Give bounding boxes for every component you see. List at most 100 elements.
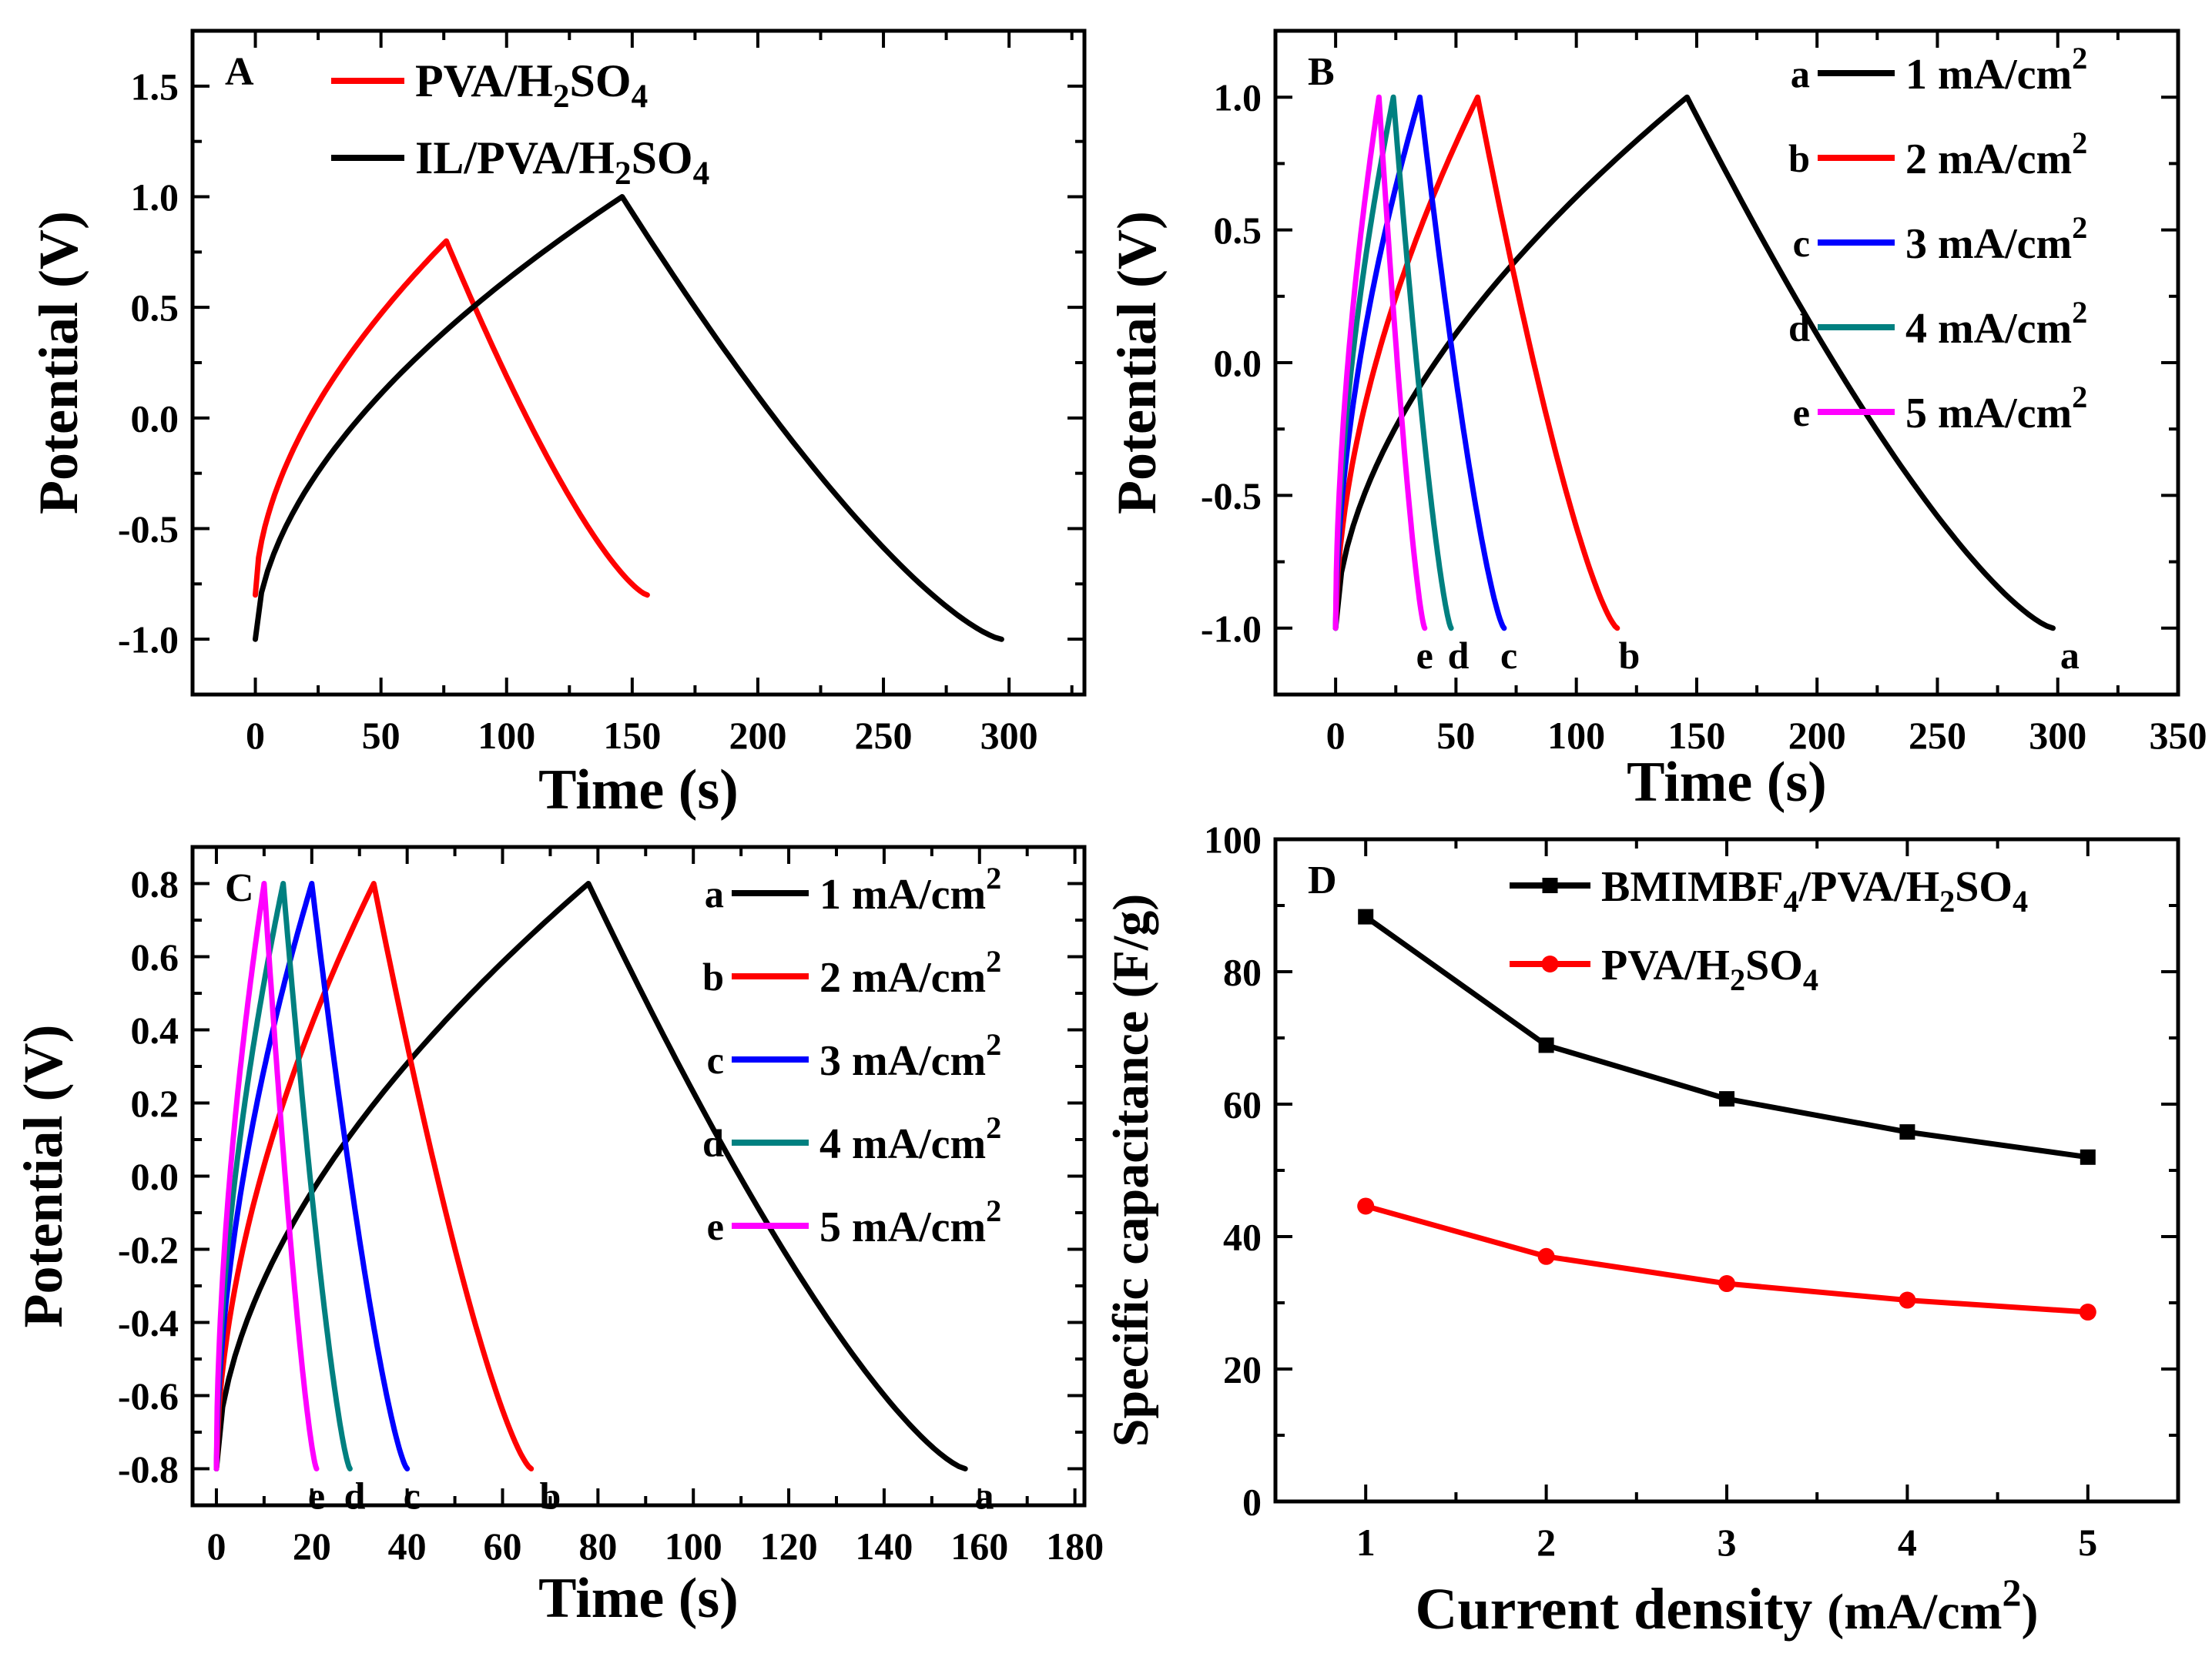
x-tick-label: 5 bbox=[2078, 1521, 2097, 1564]
x-tick-label: 0 bbox=[206, 1525, 226, 1568]
panel-label: C bbox=[225, 866, 254, 910]
curve-end-label: d bbox=[344, 1475, 366, 1518]
panel-c: 0 20 40 60 80 100 120 140 160 180 -0.8 -0.6 -0.4 -0.2… bbox=[12, 845, 1104, 1630]
legend-label: 2 mA/cm2 bbox=[819, 944, 1001, 1002]
x-axis-label: Time (s) bbox=[1627, 751, 1827, 814]
data-point-square bbox=[1719, 1091, 1734, 1107]
gcd-curve-il-pva-h2so4 bbox=[253, 194, 1004, 642]
x-tick-label: 250 bbox=[1909, 714, 1966, 757]
x-axis-label: Time (s) bbox=[538, 758, 739, 822]
legend-tag: d bbox=[1788, 306, 1810, 350]
data-point-circle bbox=[2079, 1304, 2096, 1321]
y-axis-label: Potential (V) bbox=[1106, 211, 1168, 514]
legend-label: 3 mA/cm2 bbox=[819, 1027, 1001, 1085]
series-line-1 bbox=[1362, 1203, 2091, 1315]
gcd-curve-c bbox=[213, 881, 411, 1471]
plot-frame bbox=[1273, 837, 2180, 1504]
data-point-circle bbox=[1718, 1275, 1735, 1293]
legend-label: 2 mA/cm2 bbox=[1905, 126, 2087, 183]
y-tick-label: -1.0 bbox=[1201, 607, 1262, 650]
data-point-square bbox=[1358, 909, 1374, 925]
curve-end-label: e bbox=[308, 1475, 325, 1518]
gcd-curve-pva-h2so4 bbox=[253, 238, 650, 598]
legend-tag: c bbox=[1793, 222, 1810, 265]
legend-marker-circle bbox=[1541, 956, 1559, 972]
y-tick-label: -1.0 bbox=[118, 618, 179, 661]
y-tick-label: 60 bbox=[1223, 1083, 1262, 1126]
legend-label: 1 mA/cm2 bbox=[819, 861, 1001, 919]
curve-end-label: d bbox=[1448, 634, 1470, 677]
x-tick-label: 3 bbox=[1718, 1521, 1737, 1564]
legend-tag: b bbox=[702, 956, 724, 999]
data-point-circle bbox=[1537, 1247, 1555, 1265]
y-tick-label: 20 bbox=[1223, 1348, 1262, 1391]
x-tick-label: 200 bbox=[1788, 714, 1846, 757]
x-tick-label: 40 bbox=[388, 1525, 427, 1568]
x-tick-label: 160 bbox=[950, 1525, 1008, 1568]
gcd-curve-b bbox=[1332, 94, 1620, 631]
y-tick-label: 0.4 bbox=[131, 1009, 179, 1052]
y-axis-label: Potential (V) bbox=[12, 1025, 74, 1328]
x-tick-label: 0 bbox=[1326, 714, 1346, 757]
gcd-curve-e bbox=[213, 881, 320, 1471]
x-tick-label: 120 bbox=[760, 1525, 818, 1568]
legend-label: 1 mA/cm2 bbox=[1905, 41, 2087, 99]
x-tick-label: 250 bbox=[855, 714, 913, 757]
y-tick-label: 0.5 bbox=[1214, 209, 1262, 252]
y-tick-label: -0.5 bbox=[118, 507, 179, 551]
x-axis-label: Current density (mA/cm2) bbox=[1415, 1571, 2038, 1642]
panel-b: 0 50 100 150 200 250 300 350 -1.0 -0.5 0.0 0.5 1.0 Ti… bbox=[1106, 28, 2207, 814]
legend-tag: d bbox=[702, 1122, 724, 1165]
data-point-circle bbox=[1899, 1291, 1916, 1309]
legend-tag: b bbox=[1788, 137, 1810, 180]
y-tick-label: -0.5 bbox=[1201, 474, 1262, 517]
y-tick-label: 80 bbox=[1223, 951, 1262, 994]
legend-label: IL/PVA/H2SO4 bbox=[415, 132, 709, 192]
x-tick-label: 80 bbox=[578, 1525, 617, 1568]
y-tick-label: 0.0 bbox=[131, 397, 179, 440]
y-tick-label: 0.0 bbox=[131, 1155, 179, 1198]
data-point-square bbox=[2080, 1149, 2096, 1165]
x-tick-label: 20 bbox=[293, 1525, 331, 1568]
y-tick-label: 40 bbox=[1223, 1216, 1262, 1259]
legend-tag: a bbox=[705, 872, 724, 916]
legend-tag: c bbox=[707, 1039, 724, 1082]
legend-tag: e bbox=[707, 1205, 724, 1248]
x-tick-label: 50 bbox=[362, 714, 401, 757]
panel-label: A bbox=[225, 50, 254, 94]
x-tick-label: 60 bbox=[484, 1525, 522, 1568]
y-tick-label: 100 bbox=[1204, 818, 1262, 862]
y-tick-label: 0.6 bbox=[131, 936, 179, 979]
y-tick-label: -0.8 bbox=[118, 1448, 179, 1491]
panel-a: 0 50 100 150 200 250 300 -1.0 -0.5 0.0 0.5 1.0 1.5 Ti… bbox=[28, 28, 1087, 822]
data-point-square bbox=[1538, 1037, 1554, 1053]
y-tick-label: -0.2 bbox=[118, 1228, 179, 1271]
x-tick-label: 100 bbox=[478, 714, 535, 757]
x-tick-label: 50 bbox=[1436, 714, 1475, 757]
legend-label: 5 mA/cm2 bbox=[819, 1193, 1001, 1251]
x-tick-label: 100 bbox=[1547, 714, 1605, 757]
gcd-curve-e bbox=[1332, 94, 1428, 631]
y-tick-label: 0.5 bbox=[131, 286, 179, 330]
curve-end-label: b bbox=[540, 1475, 561, 1518]
y-tick-label: 1.0 bbox=[131, 176, 179, 219]
plot-frame bbox=[190, 28, 1087, 697]
x-tick-label: 200 bbox=[729, 714, 786, 757]
panel-label: D bbox=[1308, 859, 1337, 902]
gcd-curve-a bbox=[213, 881, 968, 1471]
legend-label: 4 mA/cm2 bbox=[819, 1110, 1001, 1168]
plot-frame bbox=[190, 845, 1087, 1508]
curve-end-label: b bbox=[1619, 634, 1641, 677]
y-axis-label: Specific capacitance (F/g) bbox=[1103, 894, 1159, 1447]
x-tick-label: 100 bbox=[665, 1525, 722, 1568]
y-tick-label: -0.4 bbox=[118, 1301, 179, 1344]
x-tick-label: 180 bbox=[1046, 1525, 1104, 1568]
x-tick-label: 150 bbox=[603, 714, 661, 757]
x-tick-label: 4 bbox=[1898, 1521, 1917, 1564]
legend-tag: a bbox=[1791, 52, 1810, 95]
x-tick-label: 150 bbox=[1667, 714, 1725, 757]
x-tick-label: 350 bbox=[2150, 714, 2207, 757]
y-tick-label: -0.6 bbox=[118, 1374, 179, 1418]
y-tick-label: 1.0 bbox=[1214, 76, 1262, 119]
